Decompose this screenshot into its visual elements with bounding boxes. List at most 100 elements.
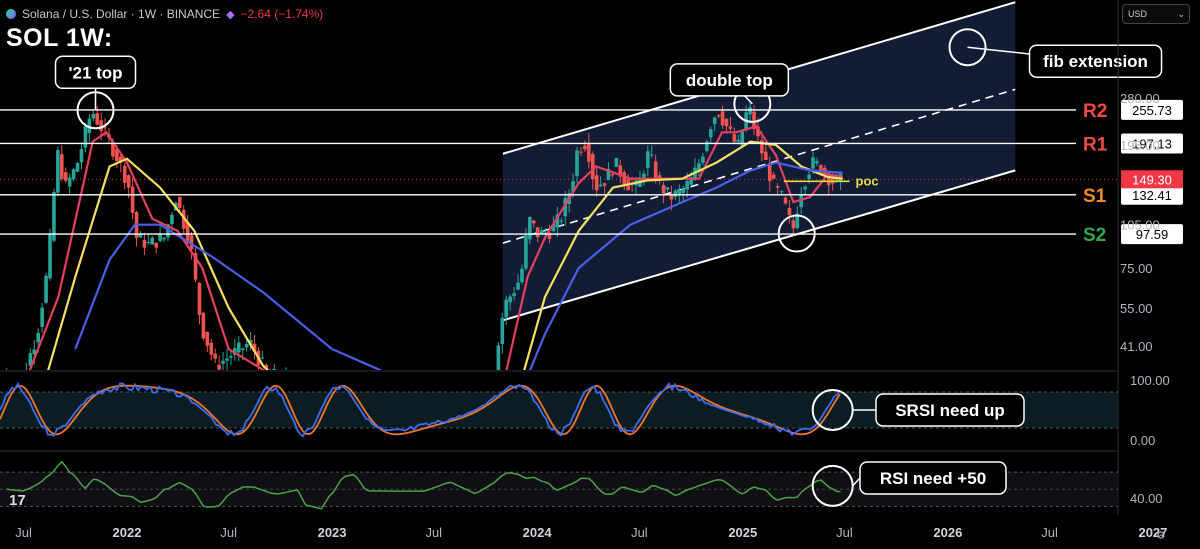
candle-body — [438, 437, 442, 438]
candle-body — [244, 344, 249, 348]
level-label-r1: R1 — [1083, 134, 1108, 155]
candle-body — [728, 126, 733, 129]
candle-body — [379, 442, 383, 444]
candle-body — [819, 165, 823, 174]
candle-body — [32, 349, 37, 355]
candle-body — [602, 183, 607, 186]
candle-body — [162, 237, 166, 240]
candle-body — [5, 374, 9, 377]
candle-body — [99, 120, 103, 131]
candle-body — [535, 227, 540, 238]
candle-body — [422, 461, 426, 467]
candle-body — [103, 127, 107, 129]
candle-body — [166, 224, 170, 238]
tradingview-logo[interactable]: 17 — [9, 492, 26, 509]
candle-body — [52, 192, 56, 241]
candle-body — [477, 434, 481, 439]
candle-body — [559, 220, 564, 222]
moving-average-line — [28, 125, 843, 370]
current-price-label: 149.30 — [1132, 172, 1172, 187]
srsi-tick-label: 100.00 — [1130, 373, 1170, 388]
level-box-s2 — [1121, 224, 1183, 245]
candle-body — [410, 460, 414, 461]
candle-body — [642, 173, 646, 181]
level-value-r1: 197.13 — [1132, 136, 1172, 151]
time-tick-label: Jul — [631, 525, 648, 540]
annotation-label: fib extension — [1043, 52, 1148, 71]
price-change: −2.64 (−1.74%) — [240, 7, 324, 21]
candle-body — [815, 161, 819, 164]
candle-body — [119, 156, 123, 163]
candle-body — [197, 282, 202, 315]
candle-body — [236, 342, 241, 353]
level-value-s1: 132.41 — [1132, 188, 1172, 203]
candle-body — [248, 339, 253, 345]
candle-body — [531, 220, 536, 224]
candle-body — [355, 432, 359, 439]
candle-body — [665, 187, 670, 190]
poc-label: poc — [856, 173, 879, 188]
annotation-box — [859, 461, 1007, 495]
candle-body — [154, 242, 158, 248]
candle-body — [579, 151, 583, 153]
candle-body — [146, 242, 151, 244]
candle-body — [697, 163, 701, 173]
candle-body — [9, 377, 13, 384]
channel-fill — [502, 2, 1016, 321]
annotation-label: double top — [686, 71, 773, 90]
annotation-box — [669, 63, 790, 97]
candle-body — [724, 118, 729, 127]
candle-body — [386, 448, 390, 456]
moving-average-line — [74, 161, 843, 370]
candle-body — [504, 299, 509, 318]
candle-body — [661, 184, 666, 194]
candle-body — [783, 197, 788, 204]
candle-body — [21, 375, 25, 385]
candle-body — [748, 107, 752, 115]
candle-body — [551, 224, 556, 232]
price-tick-label: 75.00 — [1120, 261, 1153, 276]
candle-body — [316, 508, 320, 520]
candle-body — [622, 172, 627, 186]
candle-body — [775, 185, 780, 188]
candle-body — [571, 181, 575, 192]
candle-body — [71, 169, 76, 180]
candle-body — [669, 193, 674, 200]
candle-body — [268, 372, 272, 374]
candle-body — [575, 150, 579, 177]
candle-body — [115, 148, 119, 161]
candle-body — [799, 195, 804, 208]
candle-body — [48, 233, 52, 279]
candle-body — [740, 130, 745, 146]
time-tick-label: Jul — [1041, 525, 1058, 540]
candle-body — [555, 214, 560, 228]
candle-body — [677, 189, 682, 195]
candle-body — [402, 456, 406, 462]
candle-body — [779, 191, 784, 193]
time-tick-label: 2022 — [113, 525, 142, 540]
symbol-label[interactable]: Solana / U.S. Dollar · 1W · BINANCE — [22, 7, 221, 21]
main-pane — [0, 1, 1118, 520]
candle-body — [359, 431, 363, 434]
candle-body — [406, 458, 410, 462]
candle-body — [60, 154, 64, 179]
candle-body — [170, 214, 174, 225]
current-price-box — [1121, 170, 1183, 189]
price-tick-label: 280.00 — [1120, 91, 1160, 106]
annotation-arrow — [852, 477, 861, 487]
status-dot-icon: ◆ — [226, 8, 235, 21]
candle-body — [681, 188, 686, 194]
candle-body — [716, 114, 721, 117]
rsi-tick-label: 40.00 — [1130, 491, 1163, 506]
candle-body — [547, 232, 552, 240]
gear-icon[interactable]: ⚙ — [1156, 530, 1166, 542]
candle-body — [811, 157, 815, 169]
candle-body — [614, 157, 619, 167]
time-tick-label: 2024 — [523, 525, 553, 540]
level-value-r2: 255.73 — [1132, 103, 1172, 118]
candle-body — [732, 134, 737, 142]
candle-body — [610, 174, 615, 176]
currency-select[interactable]: USD ⌄ — [1122, 4, 1190, 24]
candle-body — [284, 373, 288, 378]
